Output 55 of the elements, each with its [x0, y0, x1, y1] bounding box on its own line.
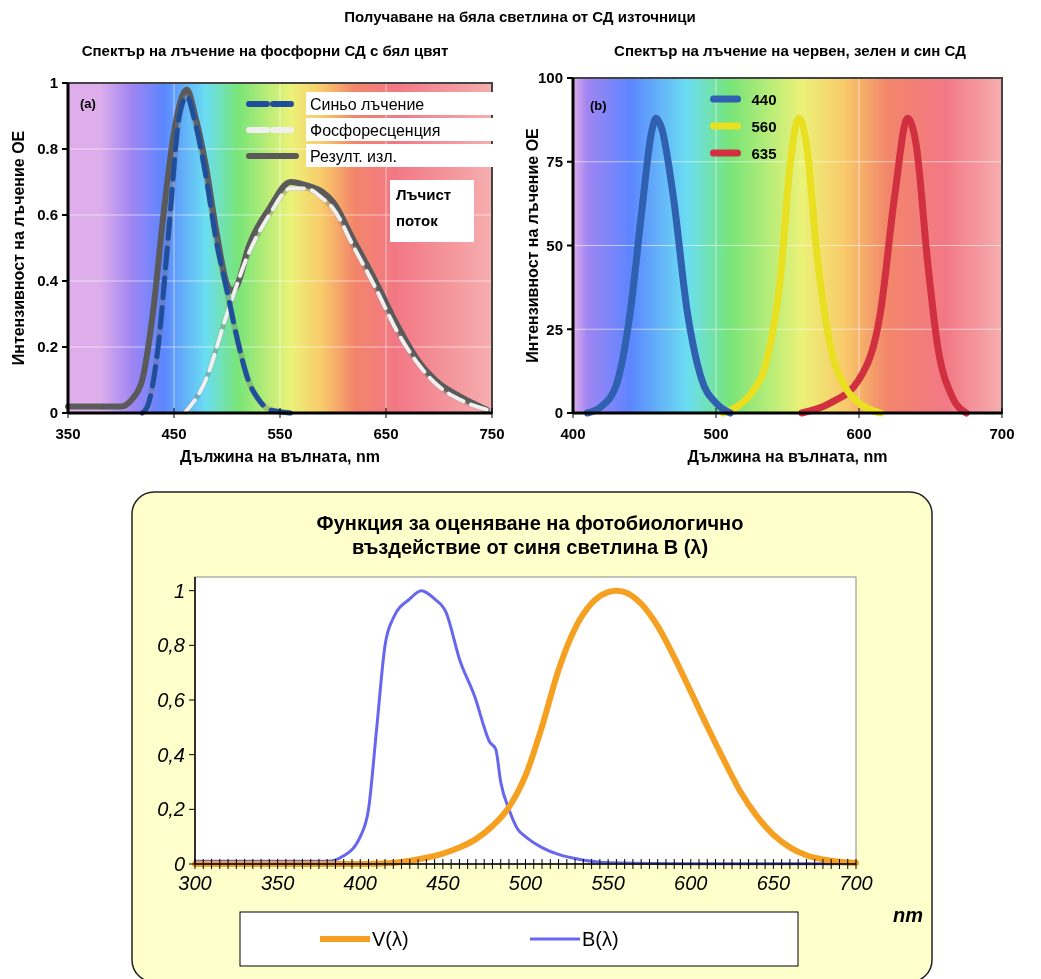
- x-tick-label: 500: [508, 872, 543, 894]
- y-tick-label: 0.4: [37, 272, 59, 290]
- x-tick-label: 700: [989, 425, 1015, 442]
- x-tick-label: 400: [560, 425, 586, 442]
- y-tick-label: 0.8: [37, 140, 58, 158]
- y-axis-title: Интензивност на лъчение ОЕ: [10, 130, 27, 366]
- y-tick-label: 0: [173, 853, 185, 875]
- x-tick-label: 600: [674, 872, 708, 894]
- x-tick-label: 500: [703, 425, 729, 442]
- y-tick-label: 0,6: [157, 689, 186, 711]
- x-axis-title: Дължина на вълната, nm: [180, 448, 380, 465]
- x-tick-label: 350: [55, 425, 81, 442]
- x-tick-label: 600: [846, 425, 872, 442]
- legend-label: 635: [751, 145, 777, 162]
- x-tick-label: 650: [373, 425, 399, 442]
- annotation: (b): [590, 98, 607, 113]
- annotation: Лъчист поток: [396, 186, 452, 229]
- y-tick-label: 1: [173, 579, 185, 602]
- y-tick-label: 50: [546, 236, 563, 254]
- legend-label: Синьо лъчение: [310, 96, 425, 113]
- y-tick-label: 0.2: [37, 338, 58, 356]
- text: Получаване на бяла светлина от СД източници: [344, 8, 696, 25]
- legend-label: B(λ): [582, 928, 619, 950]
- y-tick-label: 0.6: [37, 206, 58, 224]
- y-tick-label: 100: [537, 69, 563, 87]
- y-tick-label: 0,8: [157, 634, 185, 657]
- x-axis-title: nm: [893, 904, 923, 926]
- x-tick-label: 700: [839, 872, 873, 894]
- x-tick-label: 550: [267, 425, 293, 442]
- x-tick-label: 750: [479, 425, 505, 442]
- y-tick-label: 0: [554, 404, 563, 422]
- y-tick-label: 0,4: [157, 743, 185, 766]
- chart-title: Спектър на лъчение на фосфорни СД с бял цвят: [81, 42, 449, 59]
- x-tick-label: 400: [343, 872, 377, 894]
- y-tick-label: 0: [49, 404, 58, 422]
- x-tick-label: 350: [260, 872, 295, 894]
- y-tick-label: 1: [49, 74, 58, 92]
- x-tick-label: 450: [161, 425, 187, 442]
- chart-title: Функция за оценяване на фотобиологично въздействие от синя светлина B (λ): [316, 512, 744, 558]
- y-tick-label: 0,2: [157, 798, 185, 821]
- x-tick-label: 450: [426, 872, 460, 894]
- y-tick-label: 75: [546, 153, 563, 170]
- legend-label: V(λ): [372, 928, 409, 950]
- chart-title: Спектър на лъчение на червен, зелен и син СД: [614, 42, 967, 59]
- x-axis-title: Дължина на вълната, nm: [687, 448, 888, 465]
- legend-label: 560: [751, 118, 777, 135]
- y-axis-title: Интензивност на лъчение ОЕ: [524, 127, 541, 363]
- y-tick-label: 25: [546, 320, 563, 338]
- legend-label: Резулт. изл.: [310, 148, 397, 165]
- x-tick-label: 300: [178, 872, 212, 894]
- x-tick-label: 650: [756, 872, 791, 894]
- annotation: (a): [80, 96, 96, 111]
- x-tick-label: 550: [591, 872, 625, 894]
- legend-label: Фосфоресценция: [310, 122, 441, 139]
- legend-label: 440: [751, 91, 777, 108]
